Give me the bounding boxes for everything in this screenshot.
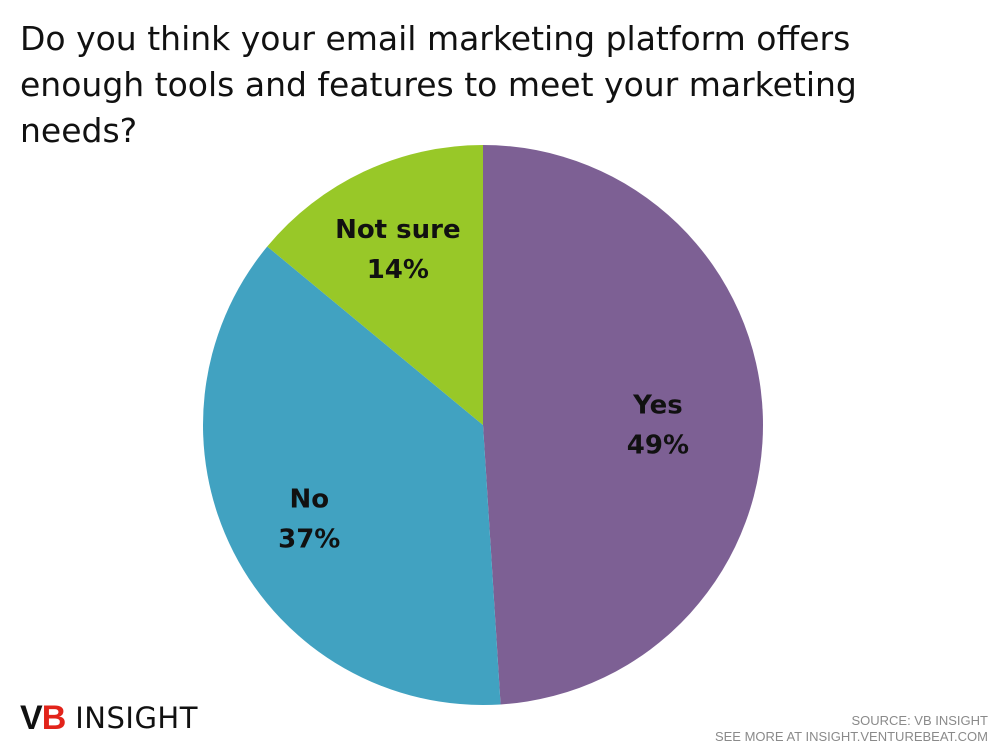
source-url-line: SEE MORE AT INSIGHT.VENTUREBEAT.COM	[714, 729, 988, 744]
pie-slices	[202, 144, 764, 705]
source-line: SOURCE: VB INSIGHT	[851, 713, 988, 728]
vb-mark: VB	[20, 698, 66, 737]
slice-label-value: 49%	[627, 431, 689, 461]
slice-label-name: Not sure	[335, 215, 461, 245]
pie-slice-no	[202, 246, 501, 705]
slice-label-value: 14%	[367, 255, 429, 285]
slice-label-value: 37%	[278, 525, 340, 555]
slice-label-name: Yes	[632, 391, 683, 421]
pie-slice-not-sure	[267, 144, 483, 425]
chart-title: Do you think your email marketing platfo…	[20, 19, 857, 150]
vb-insight-logo: VB INSIGHT	[20, 698, 198, 738]
pie-slice-yes	[483, 145, 764, 705]
source-credit: SOURCE: VB INSIGHT SEE MORE AT INSIGHT.V…	[715, 713, 988, 745]
logo-wordmark: INSIGHT	[75, 701, 198, 735]
slice-label-name: No	[289, 485, 329, 515]
pie-labels: Yes 49% No 37% Not sure 14%	[278, 215, 689, 554]
